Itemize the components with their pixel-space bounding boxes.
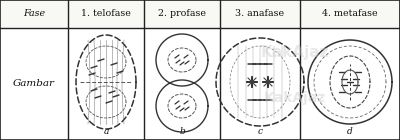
Text: 1. telofase: 1. telofase: [81, 10, 131, 18]
Text: c: c: [258, 128, 262, 136]
Text: d: d: [347, 128, 353, 136]
Text: Fase: Fase: [23, 10, 45, 18]
Text: KakAjaz: KakAjaz: [261, 45, 329, 60]
Bar: [0, 0, 400, 28]
Text: b: b: [179, 128, 185, 136]
Text: 3. anafase: 3. anafase: [236, 10, 284, 18]
Text: a: a: [103, 128, 109, 136]
Text: 4. metafase: 4. metafase: [322, 10, 378, 18]
Text: Gambar: Gambar: [13, 80, 55, 88]
Text: 2. profase: 2. profase: [158, 10, 206, 18]
Text: KakAjaz: KakAjaz: [264, 91, 326, 105]
